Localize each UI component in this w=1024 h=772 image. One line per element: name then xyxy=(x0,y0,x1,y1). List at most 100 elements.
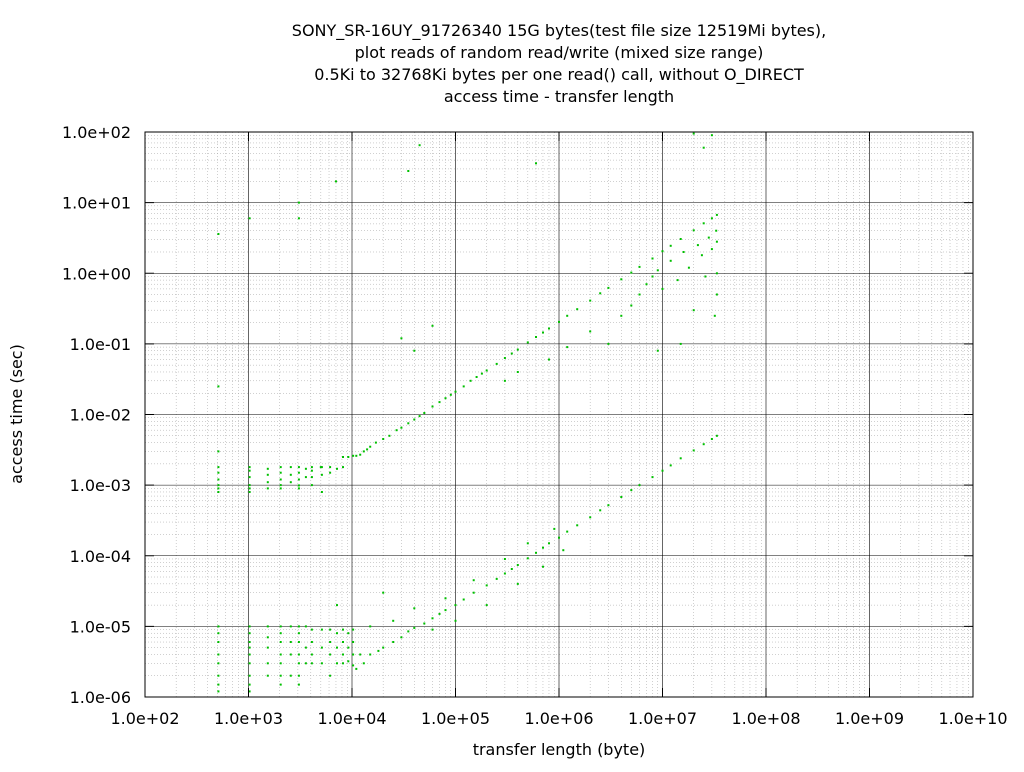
data-point xyxy=(413,349,416,352)
data-point xyxy=(542,546,544,549)
data-point xyxy=(553,527,556,530)
data-point xyxy=(266,646,269,649)
data-point xyxy=(289,653,292,656)
data-point xyxy=(304,476,307,479)
data-point xyxy=(669,259,672,262)
data-point xyxy=(548,542,550,545)
data-point xyxy=(503,357,506,359)
data-point xyxy=(279,653,282,656)
data-point xyxy=(279,466,282,469)
data-point xyxy=(217,690,220,693)
data-point xyxy=(320,628,323,631)
data-point xyxy=(413,607,416,610)
data-point xyxy=(362,662,365,665)
data-point xyxy=(638,265,641,268)
data-point xyxy=(702,222,705,225)
data-point xyxy=(248,662,251,665)
data-point xyxy=(620,314,623,317)
data-point xyxy=(352,664,355,667)
y-tick-label: 1.0e-04 xyxy=(70,547,131,566)
data-point xyxy=(651,275,654,278)
data-point xyxy=(589,516,592,519)
data-point xyxy=(715,272,718,275)
data-point xyxy=(449,393,452,396)
data-point xyxy=(217,385,220,388)
data-point xyxy=(352,454,355,457)
data-point xyxy=(336,604,338,607)
data-point xyxy=(369,625,372,628)
data-point xyxy=(289,674,292,677)
data-point xyxy=(248,491,251,493)
data-point xyxy=(438,401,441,404)
x-tick-label: 1.0e+05 xyxy=(421,709,490,728)
y-tick-label: 1.0e-03 xyxy=(70,476,131,495)
data-point xyxy=(310,653,313,656)
data-point xyxy=(279,683,282,686)
data-point xyxy=(392,619,395,622)
data-point xyxy=(329,641,332,643)
data-point xyxy=(248,674,251,677)
data-point xyxy=(566,530,569,533)
data-point xyxy=(217,478,220,481)
data-point xyxy=(352,628,355,631)
data-point xyxy=(342,456,344,458)
data-point xyxy=(279,478,282,481)
data-point xyxy=(320,491,323,493)
data-point xyxy=(297,662,300,665)
data-point xyxy=(503,558,506,560)
data-point xyxy=(535,551,537,554)
data-point xyxy=(279,487,282,490)
data-point xyxy=(248,641,251,643)
data-point xyxy=(638,293,641,296)
data-point xyxy=(485,604,488,607)
x-tick-label: 1.0e+10 xyxy=(938,709,1007,728)
x-tick-label: 1.0e+03 xyxy=(214,709,283,728)
data-point xyxy=(266,467,269,470)
data-point xyxy=(692,132,695,135)
data-point xyxy=(336,467,338,470)
data-point xyxy=(266,481,269,484)
data-point xyxy=(607,286,610,289)
data-point xyxy=(510,568,513,570)
data-point xyxy=(320,466,323,469)
data-point xyxy=(413,626,416,629)
data-point xyxy=(279,632,282,635)
data-point xyxy=(279,484,282,487)
data-point xyxy=(431,405,434,408)
data-point xyxy=(310,662,313,665)
data-point xyxy=(359,453,362,456)
y-tick-label: 1.0e-05 xyxy=(70,617,131,636)
data-point xyxy=(297,217,300,220)
data-point xyxy=(462,598,465,601)
data-point xyxy=(516,564,519,566)
data-point xyxy=(297,484,300,487)
data-point xyxy=(342,628,344,631)
data-point xyxy=(248,646,251,649)
data-point xyxy=(620,496,623,498)
data-point xyxy=(454,619,457,622)
data-point xyxy=(713,314,716,317)
data-point xyxy=(510,352,513,355)
data-point xyxy=(462,385,465,388)
x-tick-label: 1.0e+08 xyxy=(731,709,800,728)
data-point xyxy=(475,376,478,378)
data-point xyxy=(431,628,434,631)
data-point xyxy=(526,542,529,545)
data-point xyxy=(329,466,332,469)
data-point xyxy=(630,271,633,274)
grid-layer xyxy=(144,131,974,698)
data-point xyxy=(289,481,292,484)
data-point xyxy=(279,662,282,665)
data-point xyxy=(279,471,282,474)
data-point xyxy=(217,491,220,493)
data-point xyxy=(289,466,292,469)
data-point xyxy=(217,487,220,490)
data-point xyxy=(516,348,519,351)
data-point xyxy=(418,144,421,147)
y-axis-label: access time (sec) xyxy=(7,344,26,484)
y-tick-label: 1.0e-01 xyxy=(70,335,131,354)
data-point xyxy=(599,509,602,512)
data-point xyxy=(320,662,323,665)
data-point xyxy=(320,473,323,476)
